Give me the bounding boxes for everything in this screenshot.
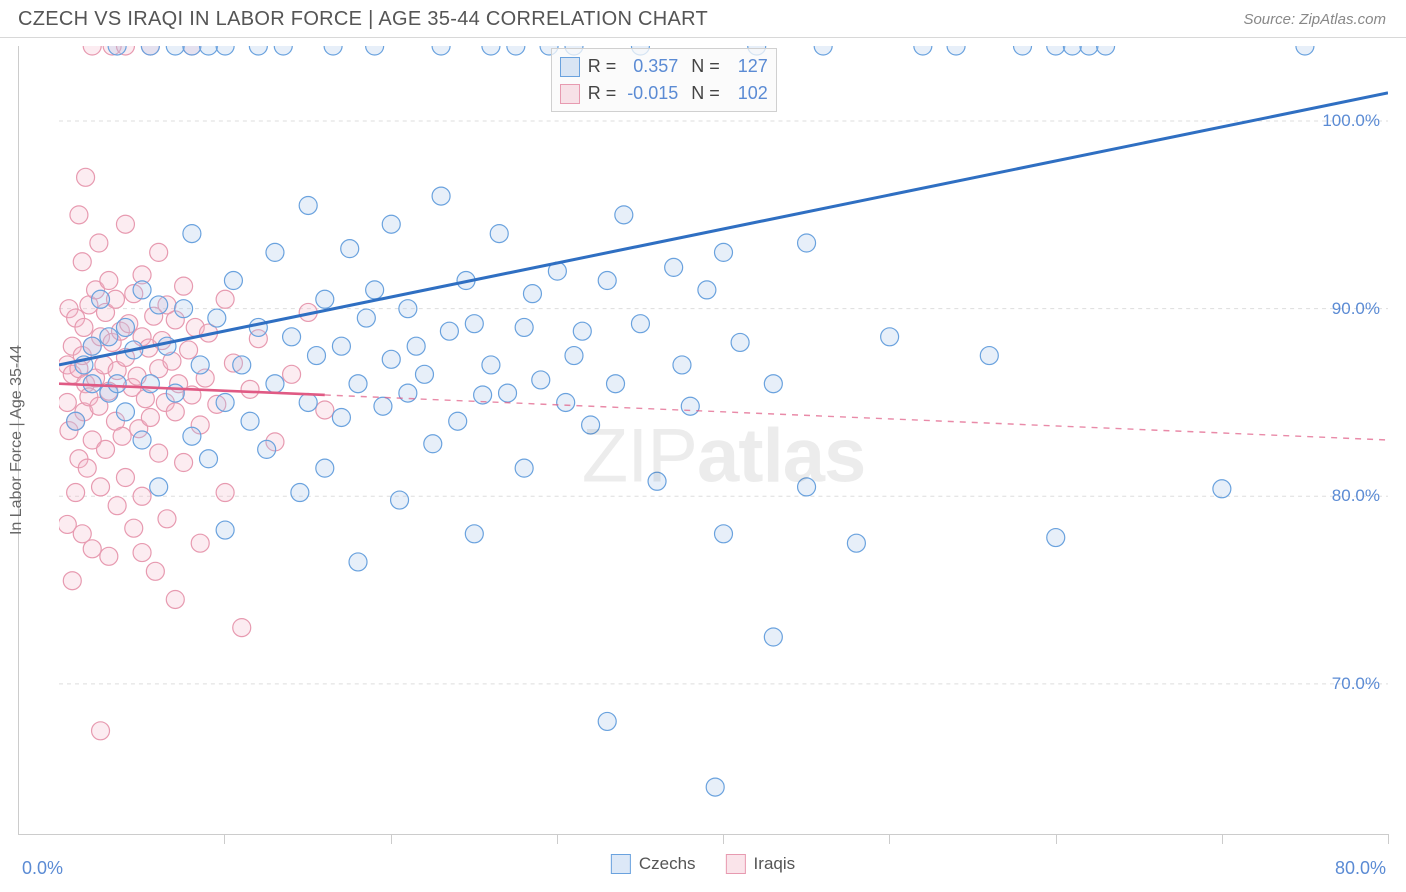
chart-title: CZECH VS IRAQI IN LABOR FORCE | AGE 35-4… bbox=[18, 8, 708, 31]
x-left-label: 0.0% bbox=[22, 858, 63, 879]
ytick-label: 100.0% bbox=[1322, 111, 1380, 131]
stats-n-label: N = bbox=[686, 80, 720, 107]
xtick bbox=[391, 834, 392, 844]
legend-swatch bbox=[726, 854, 746, 874]
stats-n-val: 102 bbox=[728, 80, 768, 107]
stats-swatch bbox=[560, 57, 580, 77]
ytick-label: 80.0% bbox=[1332, 486, 1380, 506]
plot-container: In Labor Force | Age 35-44 ZIPatlas R =0… bbox=[18, 46, 1388, 834]
xtick bbox=[1056, 834, 1057, 844]
legend-label: Czechs bbox=[639, 854, 696, 874]
stats-r-val: 0.357 bbox=[624, 53, 678, 80]
ytick-label: 70.0% bbox=[1332, 674, 1380, 694]
legend-item: Czechs bbox=[611, 854, 696, 874]
xtick bbox=[889, 834, 890, 844]
plot-area: ZIPatlas R =0.357 N =127R =-0.015 N =102… bbox=[59, 46, 1388, 834]
stats-r-label: R = bbox=[588, 53, 617, 80]
stats-box: R = 0.357 N = 127 R = -0.015 N = 102 bbox=[551, 48, 777, 112]
stats-row: R = -0.015 N = 102 bbox=[560, 80, 768, 107]
stats-row: R = 0.357 N = 127 bbox=[560, 53, 768, 80]
stats-r-val: -0.015 bbox=[624, 80, 678, 107]
stats-r-label: R = bbox=[588, 80, 617, 107]
xtick bbox=[723, 834, 724, 844]
xtick bbox=[224, 834, 225, 844]
ytick-label: 90.0% bbox=[1332, 299, 1380, 319]
chart-svg bbox=[59, 46, 1388, 834]
xtick bbox=[1222, 834, 1223, 844]
stats-swatch bbox=[560, 84, 580, 104]
x-right-label: 80.0% bbox=[1335, 858, 1386, 879]
stats-n-label: N = bbox=[686, 53, 720, 80]
xtick bbox=[1388, 834, 1389, 844]
legend-bottom: Czechs Iraqis bbox=[611, 854, 795, 874]
stats-n-val: 127 bbox=[728, 53, 768, 80]
legend-item: Iraqis bbox=[726, 854, 796, 874]
xtick bbox=[557, 834, 558, 844]
header-bar: CZECH VS IRAQI IN LABOR FORCE | AGE 35-4… bbox=[0, 0, 1406, 38]
y-axis-label: In Labor Force | Age 35-44 bbox=[8, 345, 26, 535]
legend-label: Iraqis bbox=[754, 854, 796, 874]
source-label: Source: ZipAtlas.com bbox=[1243, 11, 1386, 28]
legend-swatch bbox=[611, 854, 631, 874]
